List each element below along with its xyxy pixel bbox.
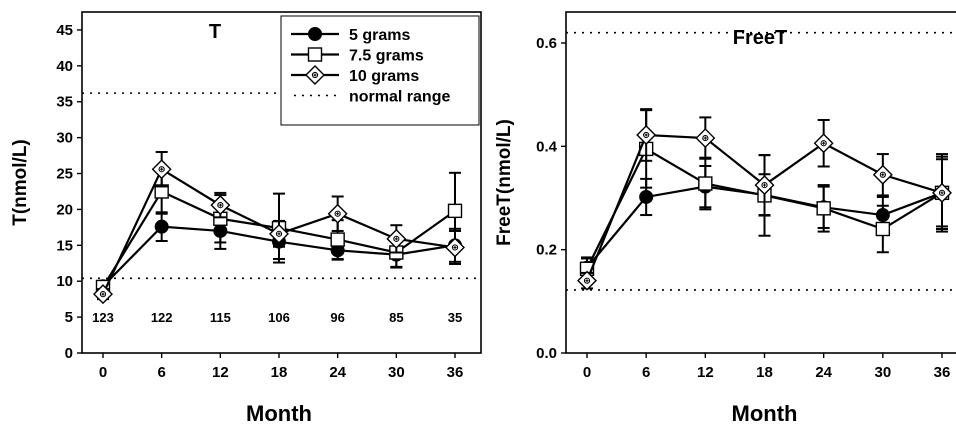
x-tick-label: 12 xyxy=(212,364,229,381)
data-point xyxy=(872,164,893,185)
sample-size-label: 85 xyxy=(389,310,403,325)
legend: 5 grams 7.5 grams 10 grams normal range xyxy=(280,15,480,126)
square-marker xyxy=(875,221,891,237)
panel-title: FreeT xyxy=(733,27,787,49)
x-tick-label: 6 xyxy=(157,364,165,381)
y-tick-label: 40 xyxy=(56,58,73,75)
y-tick-label: 45 xyxy=(56,22,73,39)
y-tick-label: 0.4 xyxy=(536,138,558,155)
legend-label: 10 grams xyxy=(349,68,419,85)
x-tick-label: 18 xyxy=(756,364,773,381)
legend-marker xyxy=(305,65,325,85)
x-tick-label: 30 xyxy=(388,364,405,381)
legend-marker xyxy=(307,47,323,62)
data-point xyxy=(154,219,169,234)
data-point xyxy=(639,189,654,204)
y-axis-title: FreeT(nmol/L) xyxy=(494,119,515,246)
circle-marker xyxy=(308,27,322,41)
x-tick-label: 36 xyxy=(934,364,951,381)
x-tick-label: 30 xyxy=(874,364,891,381)
series-10-grams xyxy=(577,108,952,291)
square-marker xyxy=(447,203,463,219)
data-point xyxy=(210,195,231,216)
sample-size-label: 35 xyxy=(448,310,462,325)
data-point xyxy=(813,133,834,154)
panel-t: 0 5 10 15 20 25 30 35 40 45 0 6 12 18 24 30 36 T(nmol/L) M… xyxy=(10,11,482,426)
square-marker xyxy=(307,47,323,62)
data-point xyxy=(93,284,113,305)
square-marker xyxy=(698,176,713,191)
legend-label: normal range xyxy=(349,89,450,106)
data-point xyxy=(330,232,345,247)
y-tick-label: 0.6 xyxy=(536,35,557,52)
legend-label: 5 grams xyxy=(349,27,410,44)
data-point xyxy=(386,228,407,249)
data-point xyxy=(754,175,775,196)
x-tick-label: 24 xyxy=(329,364,346,381)
data-point xyxy=(636,124,657,145)
data-point xyxy=(269,223,289,244)
x-tick-label: 12 xyxy=(697,364,714,381)
data-point xyxy=(577,270,597,291)
y-tick-label: 20 xyxy=(56,201,73,218)
sample-size-label: 123 xyxy=(92,310,114,325)
legend-marker xyxy=(308,27,322,41)
y-tick-label: 15 xyxy=(56,237,73,254)
y-tick-label: 35 xyxy=(56,94,73,111)
square-marker xyxy=(816,201,831,216)
data-point xyxy=(698,176,713,191)
data-point xyxy=(327,203,348,224)
x-axis-title: Month xyxy=(732,401,798,426)
y-tick-label: 10 xyxy=(56,273,73,290)
panel-title: T xyxy=(209,21,221,43)
circle-marker xyxy=(154,219,169,234)
x-tick-label: 18 xyxy=(271,364,288,381)
data-point xyxy=(151,159,172,180)
x-tick-label: 36 xyxy=(447,364,464,381)
data-point xyxy=(932,182,952,203)
data-point xyxy=(875,221,891,237)
y-tick-label: 5 xyxy=(65,309,73,326)
data-point xyxy=(447,203,463,219)
y-tick-label: 30 xyxy=(56,130,73,147)
panel-freet: 0.0 0.2 0.4 0.6 0 6 12 18 24 30 36 FreeT(nmol/L) Mon… xyxy=(494,11,956,426)
legend-label: 7.5 grams xyxy=(349,48,424,65)
y-tick-label: 0.2 xyxy=(536,242,557,259)
x-tick-label: 6 xyxy=(642,364,650,381)
y-axis-title: T(nmol/L) xyxy=(10,139,31,226)
data-point xyxy=(816,201,831,216)
y-tick-label: 25 xyxy=(56,166,73,183)
x-tick-label: 0 xyxy=(99,364,107,381)
sample-size-label: 96 xyxy=(330,310,344,325)
x-tick-label: 0 xyxy=(583,364,591,381)
x-axis-title: Month xyxy=(246,401,312,426)
sample-size-label: 115 xyxy=(210,310,231,325)
data-point xyxy=(445,237,465,258)
square-marker xyxy=(330,232,345,247)
y-tick-label: 0 xyxy=(65,345,73,362)
y-tick-label: 0.0 xyxy=(536,345,557,362)
data-point xyxy=(695,128,716,149)
sample-size-label: 122 xyxy=(151,310,173,325)
x-tick-label: 24 xyxy=(815,364,832,381)
series-10-grams xyxy=(93,150,465,305)
circle-marker xyxy=(639,189,654,204)
sample-size-label: 106 xyxy=(268,310,290,325)
